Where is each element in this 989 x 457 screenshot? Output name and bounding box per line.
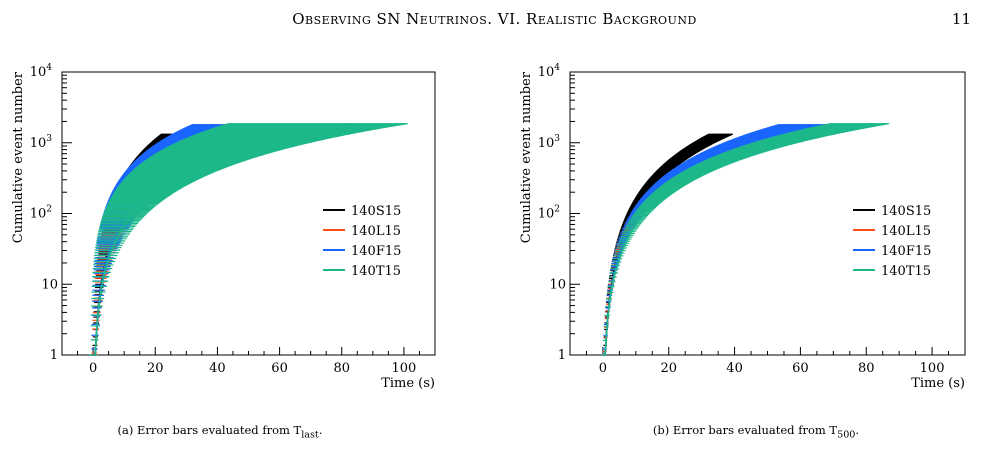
caption-b-sub: 500 (837, 429, 856, 441)
y-tick-label: 102 (30, 205, 52, 222)
legend-label: 140L15 (351, 224, 401, 239)
legend-label: 140S15 (351, 204, 401, 219)
x-tick-label: 100 (920, 361, 945, 376)
series-line (603, 123, 811, 356)
page-title: Observing SN Neutrinos. VI. Realistic Ba… (292, 10, 697, 28)
legend: 140S15 140L15 140F15 140T15 (323, 204, 401, 279)
chart-panel-a: 0 20 40 60 80 100 1 10 102 103 104 Time (s) Cumulati… (11, 63, 436, 391)
x-ticks: 0 20 40 60 80 100 (77, 347, 420, 376)
caption-a-sub: last (301, 429, 319, 441)
y-tick-label: 10 (549, 277, 566, 292)
x-axis-label: Time (s) (911, 376, 965, 391)
series-140T15 (89, 122, 408, 356)
legend-label: 140T15 (351, 264, 401, 279)
series-line (603, 122, 870, 356)
y-tick-label: 1 (558, 348, 566, 363)
x-tick-label: 20 (147, 361, 164, 376)
x-tick-label: 40 (726, 361, 743, 376)
x-tick-label: 40 (209, 361, 226, 376)
x-ticks: 0 20 40 60 80 100 (585, 347, 950, 376)
x-tick-label: 60 (792, 361, 809, 376)
caption-a: (a) Error bars evaluated from Tlast. (117, 423, 323, 441)
legend: 140S15 140L15 140F15 140T15 (853, 204, 931, 279)
x-tick-label: 80 (858, 361, 875, 376)
caption-b-text: (b) Error bars evaluated from T (652, 423, 838, 437)
x-axis-label: Time (s) (381, 376, 435, 391)
caption-b: (b) Error bars evaluated from T500. (652, 423, 860, 441)
y-ticks: 1 10 102 103 104 (30, 63, 72, 363)
legend-label: 140T15 (881, 264, 931, 279)
x-tick-label: 80 (333, 361, 350, 376)
x-tick-label: 60 (271, 361, 288, 376)
y-tick-label: 102 (538, 205, 560, 222)
y-tick-label: 103 (30, 134, 53, 151)
x-tick-label: 20 (660, 361, 677, 376)
legend-label: 140S15 (881, 204, 931, 219)
x-tick-label: 100 (392, 361, 417, 376)
legend-label: 140L15 (881, 224, 931, 239)
legend-label: 140F15 (351, 244, 401, 259)
y-tick-label: 104 (538, 63, 561, 80)
series-140T15 (601, 122, 890, 356)
page-header: Observing SN Neutrinos. VI. Realistic Ba… (0, 0, 989, 40)
legend-label: 140F15 (881, 244, 931, 259)
page-number: 11 (951, 10, 971, 28)
caption-a-text: (a) Error bars evaluated from T (117, 423, 302, 437)
chart-panel-b: 0 20 40 60 80 100 1 10 102 103 104 Time (s) Cumulati… (519, 63, 966, 391)
y-tick-label: 103 (538, 134, 561, 151)
y-tick-label: 10 (41, 277, 58, 292)
y-ticks: 1 10 102 103 104 (538, 63, 580, 363)
x-tick-label: 0 (599, 361, 607, 376)
x-tick-label: 0 (89, 361, 97, 376)
y-axis-label: Cumulative event number (519, 71, 534, 243)
y-axis-label: Cumulative event number (11, 71, 26, 243)
y-tick-label: 104 (30, 63, 53, 80)
y-tick-label: 1 (50, 348, 58, 363)
series-line (93, 122, 349, 356)
